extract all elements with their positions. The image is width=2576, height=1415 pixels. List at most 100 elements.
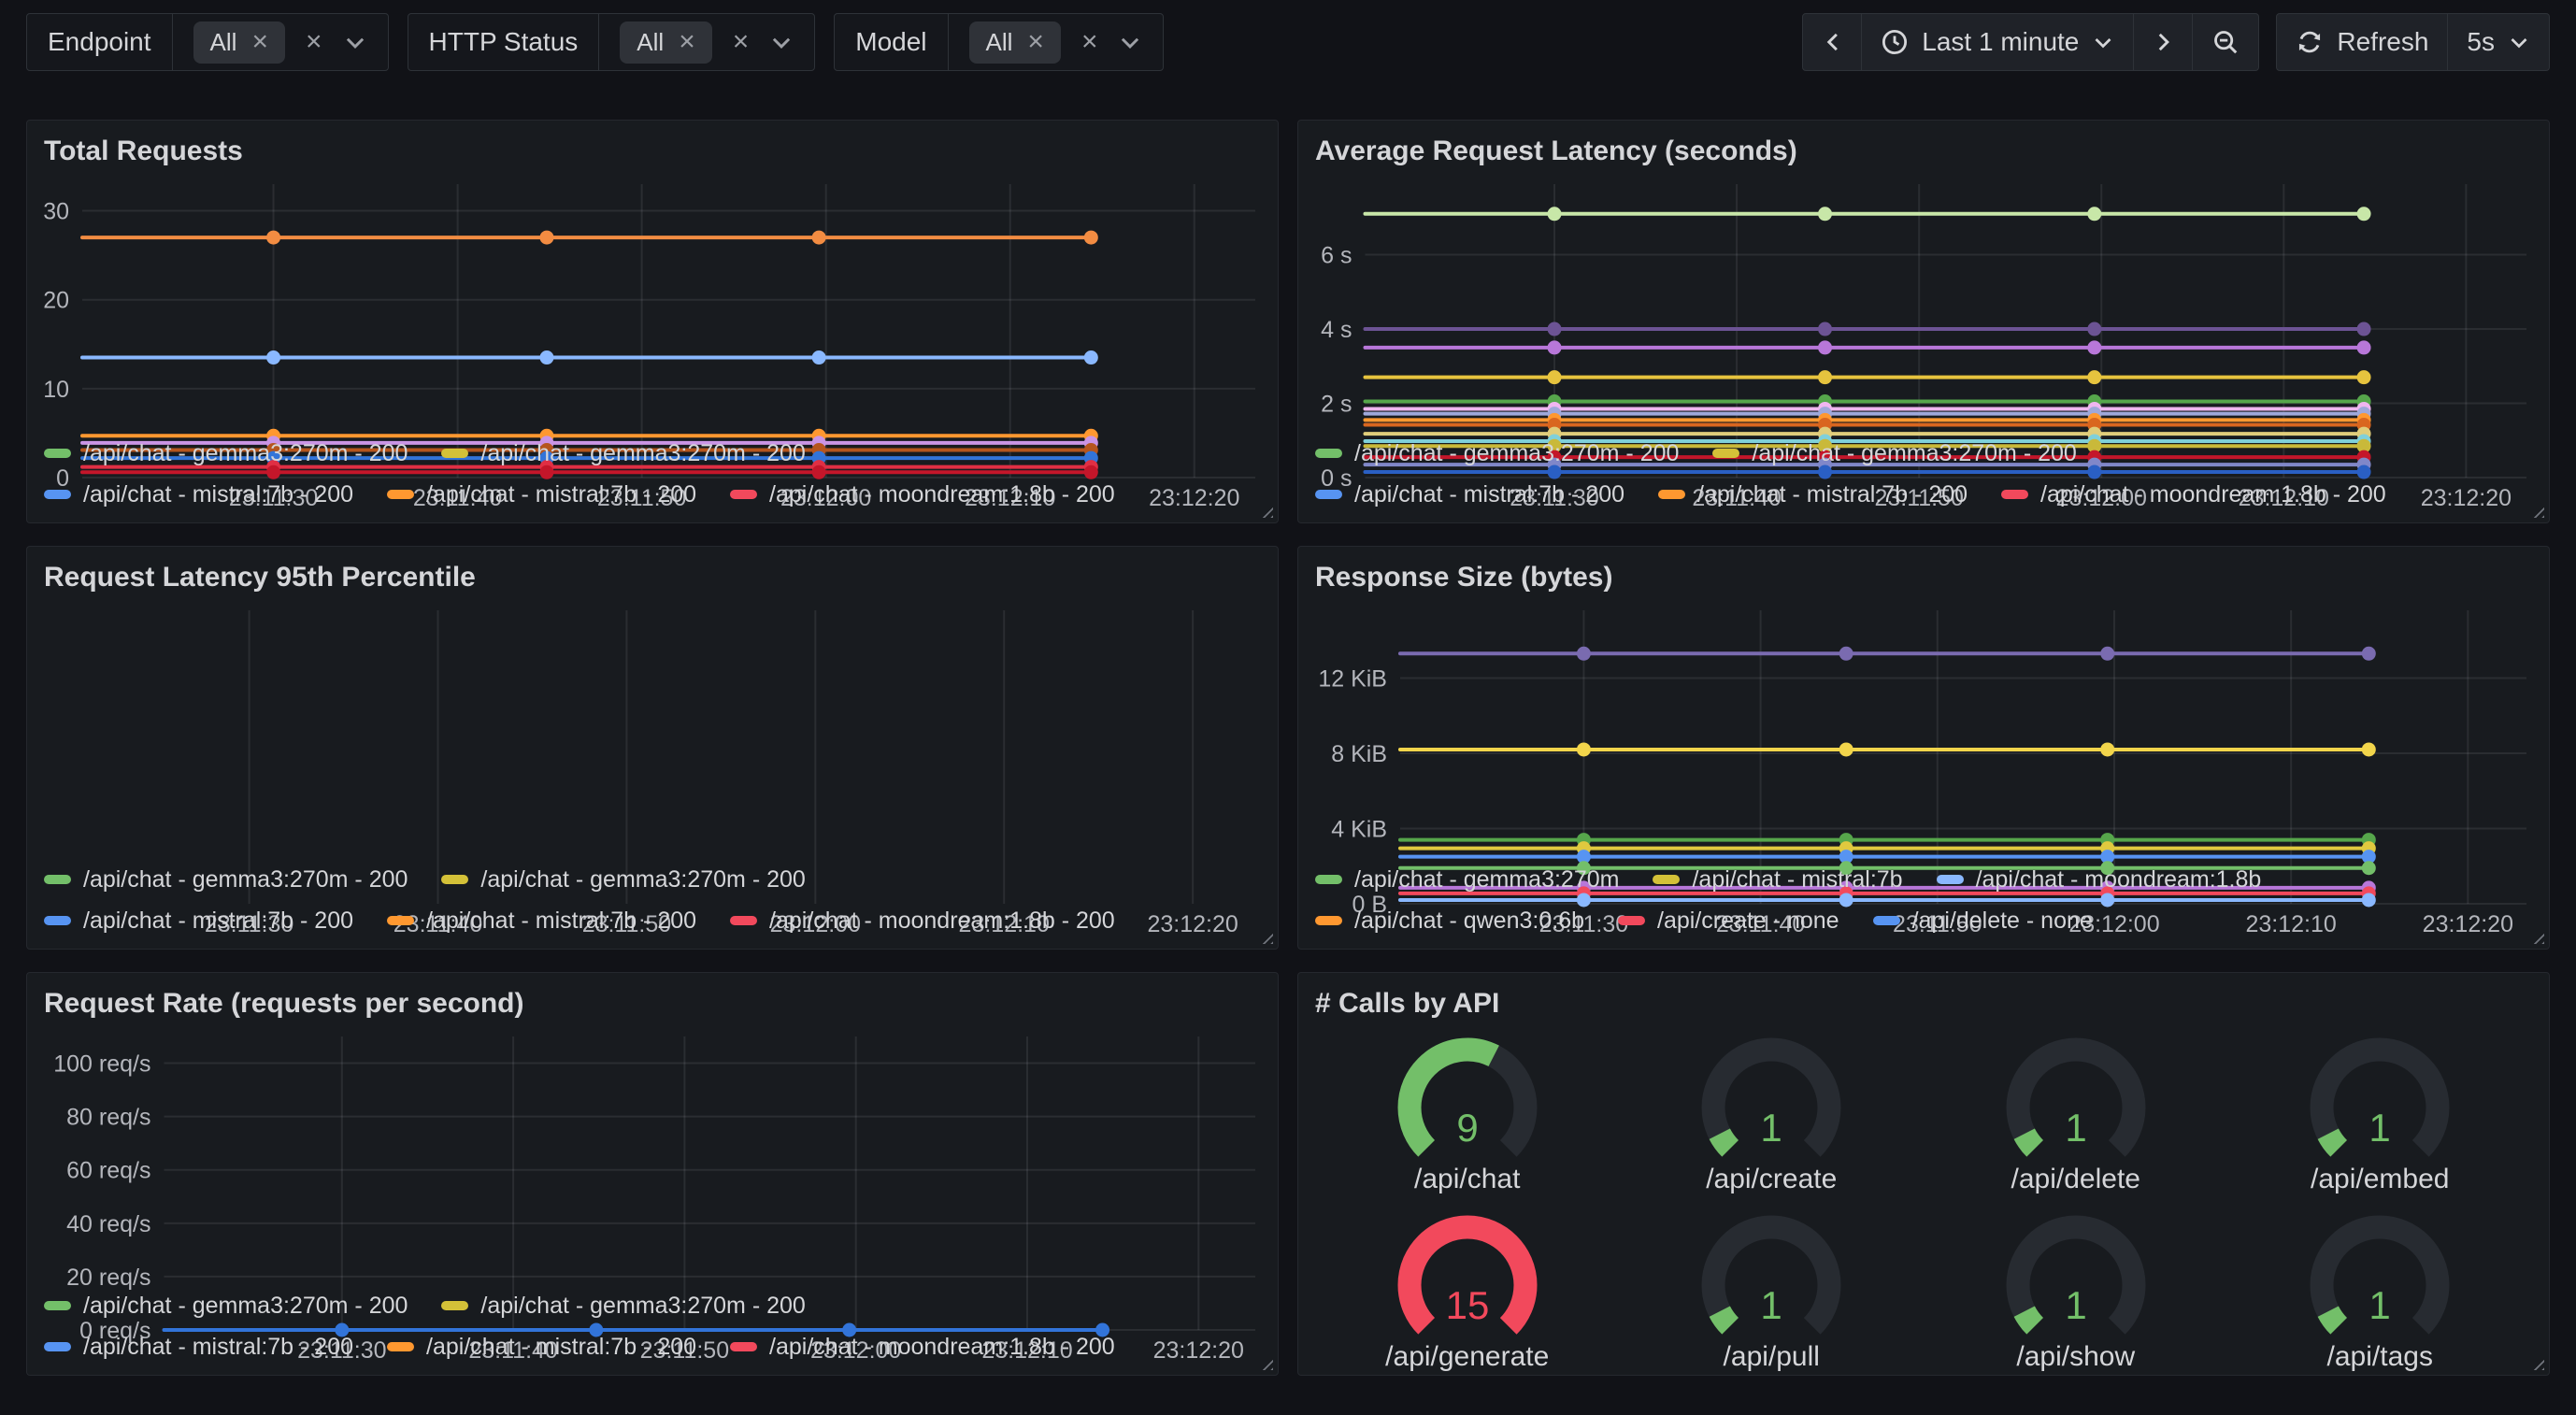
- x-tick-label: 23:11:50: [1893, 911, 1982, 937]
- series-point: [1083, 230, 1098, 245]
- series-point: [266, 230, 281, 245]
- legend-label: /api/chat - gemma3:270m - 200: [83, 1292, 408, 1319]
- legend-item[interactable]: /api/chat - gemma3:270m - 200: [441, 1293, 806, 1320]
- gauge-svg: 1: [2006, 1037, 2146, 1164]
- panel-title[interactable]: Request Rate (requests per second): [44, 988, 524, 1019]
- legend-item[interactable]: /api/chat - moondream:1.8b - 200: [2001, 481, 2386, 508]
- legend-item[interactable]: /api/chat - gemma3:270m - 200: [1712, 440, 2077, 467]
- legend-item[interactable]: /api/chat - moondream:1.8b - 200: [730, 1334, 1115, 1361]
- refresh-interval-button[interactable]: 5s: [2448, 13, 2550, 71]
- legend-item[interactable]: /api/chat - gemma3:270m - 200: [44, 440, 408, 467]
- panel-title[interactable]: # Calls by API: [1315, 988, 1500, 1019]
- x-tick-label: 23:11:40: [413, 485, 502, 511]
- time-shift-forward-button[interactable]: [2134, 13, 2194, 71]
- series-point: [2100, 861, 2115, 876]
- legend-item[interactable]: /api/chat - mistral:7b - 200: [1315, 481, 1624, 508]
- legend-item[interactable]: /api/chat - qwen3:0.6b: [1315, 908, 1584, 935]
- filter-value-box[interactable]: All × ×: [599, 14, 814, 70]
- gauge-value: 1: [2369, 1283, 2391, 1327]
- chart-legend: /api/chat - gemma3:270m - 200/api/chat -…: [44, 429, 1261, 515]
- panel-title[interactable]: Response Size (bytes): [1315, 562, 1613, 593]
- gauge-value: 1: [2065, 1106, 2086, 1150]
- legend-item[interactable]: /api/chat - gemma3:270m - 200: [441, 440, 806, 467]
- legend-item[interactable]: /api/delete - none: [1872, 907, 2093, 935]
- clear-filter-icon[interactable]: ×: [732, 26, 750, 57]
- legend-item[interactable]: /api/chat - gemma3:270m - 200: [44, 866, 408, 893]
- chevron-down-icon[interactable]: [343, 30, 367, 54]
- legend-label: /api/chat - moondream:1.8b - 200: [769, 907, 1115, 934]
- panel-title[interactable]: Average Request Latency (seconds): [1315, 136, 1797, 166]
- zoom-out-time-button[interactable]: [2193, 13, 2260, 71]
- filter-selected-pill[interactable]: All ×: [620, 21, 712, 64]
- timeseries-chart[interactable]: 0 10 20 30 23:11:30 23:11:40 23:11:50 23:12:00 2…: [43, 173, 1261, 511]
- x-tick-label: 23:12:10: [959, 911, 1050, 937]
- legend-item[interactable]: /api/chat - mistral:7b - 200: [387, 908, 696, 935]
- legend-label: /api/chat - qwen3:0.6b: [1354, 907, 1584, 934]
- legend-label: /api/create - none: [1657, 907, 1839, 934]
- legend-item[interactable]: /api/chat - mistral:7b - 200: [44, 1334, 353, 1361]
- series-point: [539, 230, 554, 245]
- filter-value-box[interactable]: All × ×: [173, 14, 388, 70]
- filter-selected-pill[interactable]: All ×: [968, 21, 1061, 64]
- y-tick-label: 0 req/s: [79, 1318, 150, 1344]
- legend-item[interactable]: /api/chat - gemma3:270m - 200: [1315, 440, 1679, 467]
- legend-item[interactable]: /api/chat - mistral:7b - 200: [387, 1334, 696, 1361]
- legend-label: /api/chat - gemma3:270m - 200: [1354, 439, 1680, 466]
- time-shift-back-button[interactable]: [1802, 13, 1863, 71]
- legend-item[interactable]: /api/chat - moondream:1.8b: [1936, 866, 2261, 893]
- filter-selected-pill[interactable]: All ×: [193, 21, 285, 64]
- timeseries-chart[interactable]: 23:11:30 23:11:40 23:11:50 23:12:00 23:12:10…: [44, 599, 1261, 937]
- clear-filter-icon[interactable]: ×: [1080, 26, 1098, 57]
- legend-label: /api/delete - none: [1911, 907, 2093, 934]
- filter-value-box[interactable]: All × ×: [949, 14, 1164, 70]
- series-point: [2100, 850, 2115, 865]
- legend-swatch: [387, 916, 415, 925]
- legend-item[interactable]: /api/chat - mistral:7b - 200: [387, 481, 696, 508]
- time-range-picker-button[interactable]: Last 1 minute: [1862, 13, 2135, 71]
- x-tick-label: 23:11:30: [1510, 485, 1598, 511]
- legend-swatch: [44, 875, 71, 884]
- legend-swatch: [44, 916, 71, 925]
- panel-title[interactable]: Request Latency 95th Percentile: [44, 562, 476, 593]
- gauge-api-chat: 9/api/chat: [1315, 1022, 1620, 1199]
- y-tick-label: 4 s: [1321, 317, 1352, 343]
- legend-item[interactable]: /api/chat - mistral:7b - 200: [44, 481, 353, 508]
- chevron-down-icon[interactable]: [769, 30, 794, 54]
- timeseries-chart[interactable]: 0 B 4 KiB 8 KiB 12 KiB 23:11:30 23:11:40 23:11…: [1315, 599, 2532, 937]
- x-tick-label: 23:11:50: [640, 1337, 729, 1364]
- gauge-value: 1: [1761, 1106, 1782, 1150]
- panel-title[interactable]: Total Requests: [44, 136, 243, 166]
- refresh-label: Refresh: [2337, 27, 2429, 56]
- timeseries-chart[interactable]: 0 req/s 20 req/s 40 req/s 60 req/s 80 req/s 1…: [44, 1025, 1261, 1364]
- legend-item[interactable]: /api/chat - mistral:7b - 200: [44, 908, 353, 935]
- series-point: [335, 1322, 350, 1337]
- gauge-value-arc: [2310, 1215, 2450, 1341]
- legend-row: /api/chat - gemma3:270m - 200/api/chat -…: [44, 1285, 1261, 1326]
- series-point: [2361, 861, 2376, 876]
- gauge-svg: 1: [2310, 1037, 2450, 1164]
- remove-value-icon[interactable]: ×: [679, 26, 695, 57]
- series-point: [811, 465, 826, 479]
- gauge-value-arc: [1701, 1037, 1841, 1164]
- remove-value-icon[interactable]: ×: [251, 26, 268, 57]
- timeseries-chart[interactable]: 0 s 2 s 4 s 6 s 23:11:30 23:11:40 23:11:50 23:1…: [1315, 173, 2532, 511]
- filter-label: Endpoint: [27, 14, 173, 70]
- legend-item[interactable]: /api/chat - gemma3:270m - 200: [441, 866, 806, 893]
- series-point: [1576, 861, 1591, 876]
- series-point: [2356, 465, 2371, 479]
- legend-item[interactable]: /api/chat - moondream:1.8b - 200: [730, 908, 1115, 935]
- filter-endpoint: Endpoint All × ×: [26, 13, 389, 71]
- legend-item[interactable]: /api/chat - mistral:7b - 200: [1658, 481, 1968, 508]
- legend-swatch: [1618, 916, 1645, 925]
- legend-item[interactable]: /api/chat - gemma3:270m - 200: [44, 1293, 408, 1320]
- filter-selected-value: All: [209, 27, 237, 56]
- x-tick-label: 23:12:20: [1153, 1337, 1244, 1364]
- legend-item[interactable]: /api/create - none: [1618, 908, 1839, 935]
- refresh-button[interactable]: Refresh: [2276, 13, 2449, 71]
- remove-value-icon[interactable]: ×: [1027, 26, 1044, 57]
- legend-item[interactable]: /api/chat - gemma3:270m: [1315, 866, 1619, 893]
- clear-filter-icon[interactable]: ×: [305, 26, 322, 57]
- legend-item[interactable]: /api/chat - mistral:7b: [1653, 866, 1903, 893]
- chevron-down-icon[interactable]: [1118, 30, 1142, 54]
- legend-item[interactable]: /api/chat - moondream:1.8b - 200: [730, 481, 1115, 508]
